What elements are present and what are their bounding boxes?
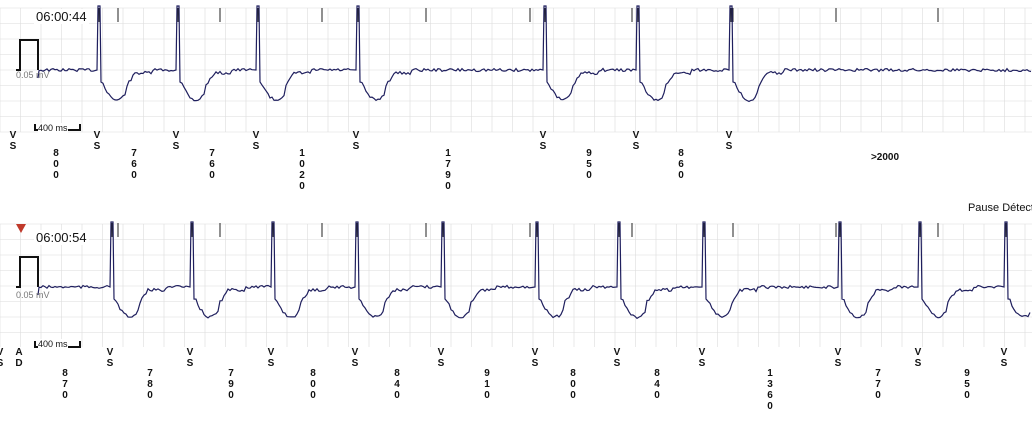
beat-label: A [15,347,22,358]
beat-label: S [353,141,360,152]
beat-label: S [10,141,17,152]
ecg-trace [37,221,1031,320]
strip-1-scale: 400 ms [38,123,68,133]
beat-label: V [438,347,445,358]
beat-label: V [173,130,180,141]
beat-label: V [915,347,922,358]
beat-label: S [633,141,640,152]
strip-1-calibration: 0.05 mV [16,70,50,80]
beat-label: V [699,347,706,358]
beat-label: S [253,141,260,152]
beat-label: S [1001,358,1008,369]
pause-detect-label: Pause Détect [967,202,1032,214]
beat-label: V [633,130,640,141]
beat-label: S [107,358,114,369]
calibration-pulse [16,39,39,71]
beat-label: S [268,358,275,369]
beat-label: S [173,141,180,152]
beat-label: V [94,130,101,141]
event-marker-icon [16,224,26,233]
ecg-grid [0,7,1032,133]
ecg-strip-1: V S V S V S V S V S V S V S V S 8 0 0 7 6 0 7 6 0 1 0 2 0 1 7 9 0 9 5 0 8 6 0 >… [0,5,1032,214]
ecg-strip-2-svg: ADVSVSVSVSVSVSVSVSVSVSVSVS87078079080084… [0,221,1032,412]
beat-label: V [107,347,114,358]
beat-label: S [835,358,842,369]
calibration-pulse [16,256,39,288]
strip-2-time: 06:00:54 [34,230,89,245]
beat-label: V [835,347,842,358]
beat-label: V [268,347,275,358]
beat-label: S [352,358,359,369]
beat-label: V [187,347,194,358]
beat-label: V [10,130,17,141]
beat-label: S [726,141,733,152]
beat-label: S [94,141,101,152]
beat-label: S [540,141,547,152]
strip-2-calibration: 0.05 mV [16,290,50,300]
beat-label: V [253,130,260,141]
beat-label: S [915,358,922,369]
beat-label: S [438,358,445,369]
beat-label: S [0,358,4,369]
strip-2-scale: 400 ms [38,339,68,349]
beat-label: D [15,358,22,369]
beat-label: V [614,347,621,358]
beat-label: V [0,347,4,358]
beat-label: V [532,347,539,358]
beat-label: V [1001,347,1008,358]
ecg-strip-2: ADVSVSVSVSVSVSVSVSVSVSVSVS87078079080084… [0,215,1032,422]
beat-label: V [352,347,359,358]
beat-label: V [540,130,547,141]
ecg-trace [37,5,1032,103]
beat-label: S [187,358,194,369]
beat-label: V [353,130,360,141]
beat-label: S [699,358,706,369]
strip-1-time: 06:00:44 [34,9,89,24]
beat-label: S [532,358,539,369]
ecg-grid [0,223,1032,347]
beat-label: S [614,358,621,369]
beat-label: V [726,130,733,141]
interval-value: >2000 [871,152,900,163]
